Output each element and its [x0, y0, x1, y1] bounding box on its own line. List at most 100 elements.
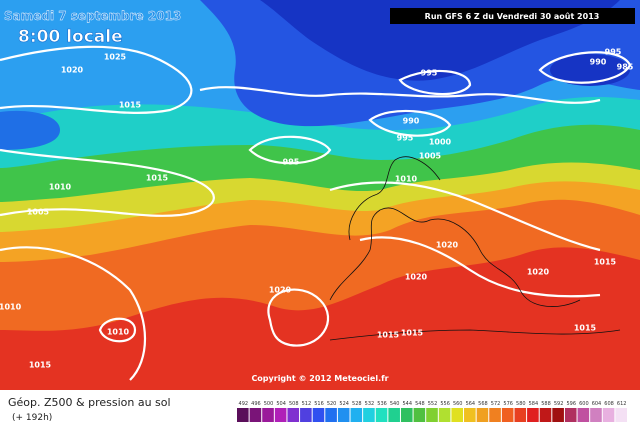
scale-swatch — [552, 408, 564, 422]
isobar-label: 1020 — [527, 268, 550, 277]
isobar-label: 985 — [617, 63, 634, 72]
scale-swatch — [350, 408, 363, 422]
isobar-label: 990 — [403, 117, 420, 126]
scale-label: 504 — [276, 401, 286, 407]
isobar-label: 995 — [605, 48, 622, 57]
map-time: 8:00 locale — [18, 27, 123, 47]
isobar-label: 1015 — [594, 258, 617, 267]
scale-label: 496 — [251, 401, 261, 407]
isobar-label: 1010 — [0, 303, 22, 312]
scale-label: 564 — [466, 401, 476, 407]
scale-label: 584 — [529, 401, 539, 407]
coastlines — [329, 156, 621, 341]
isobar-label: 1010 — [49, 183, 72, 192]
scale-swatch — [375, 408, 388, 422]
scale-swatch — [527, 408, 539, 422]
color-scale: 492 496 500 504 508 512 516 520 524 528 532 536 540 5… — [237, 401, 627, 422]
scale-label: 600 — [579, 401, 589, 407]
scale-label: 592 — [554, 401, 564, 407]
isobar-label: 1010 — [107, 328, 130, 337]
scale-label: 532 — [365, 401, 375, 407]
legend-title: Géop. Z500 & pression au sol — [8, 396, 171, 409]
scale-swatch — [325, 408, 337, 422]
isobar-label: 1020 — [436, 241, 459, 250]
scale-swatch — [400, 408, 413, 422]
scale-label: 556 — [440, 401, 450, 407]
scale-label: 536 — [377, 401, 387, 407]
map-background — [0, 0, 640, 390]
isobar-label: 1015 — [401, 329, 424, 338]
scale-swatch — [489, 408, 501, 422]
scale-label: 548 — [415, 401, 425, 407]
scale-swatch — [501, 408, 514, 422]
scale-swatch — [464, 408, 476, 422]
scale-label: 508 — [289, 401, 299, 407]
scale-label: 552 — [428, 401, 438, 407]
isobar-label: 995 — [421, 69, 438, 78]
isobar-label: 1015 — [146, 174, 169, 183]
scale-label: 612 — [617, 401, 627, 407]
scale-label: 560 — [453, 401, 463, 407]
isobar-label: 1005 — [27, 208, 50, 217]
scale-label: 540 — [390, 401, 400, 407]
scale-swatch — [539, 408, 552, 422]
scale-label: 608 — [604, 401, 614, 407]
scale-swatch — [262, 408, 274, 422]
isobar-label: 1020 — [405, 273, 428, 282]
scale-swatch — [287, 408, 300, 422]
scale-swatch — [615, 408, 627, 422]
scale-swatch — [300, 408, 312, 422]
run-box — [390, 8, 635, 24]
scale-swatch — [337, 408, 350, 422]
scale-swatch — [451, 408, 464, 422]
scale-swatch — [413, 408, 426, 422]
isobar-label: 995 — [397, 134, 414, 143]
scale-swatch — [237, 408, 249, 422]
scale-label: 596 — [566, 401, 576, 407]
scale-swatch — [564, 408, 577, 422]
scale-label: 524 — [339, 401, 349, 407]
scale-swatch — [312, 408, 325, 422]
isobar-label: 1005 — [419, 152, 442, 161]
scale-label: 568 — [478, 401, 488, 407]
scale-label: 492 — [239, 401, 249, 407]
isobar-label: 1025 — [104, 53, 127, 62]
scale-swatch — [274, 408, 287, 422]
scale-label: 500 — [264, 401, 274, 407]
isobar-label: 1015 — [29, 361, 52, 370]
scale-swatch — [388, 408, 400, 422]
isobar-label: 1010 — [395, 175, 418, 184]
scale-label: 580 — [516, 401, 526, 407]
scale-label: 576 — [503, 401, 513, 407]
scale-swatch — [590, 408, 602, 422]
isobar-label: 1020 — [269, 286, 292, 295]
map-date: Samedi 7 septembre 2013 — [4, 9, 181, 23]
scale-swatch — [514, 408, 527, 422]
isobar-label: 995 — [283, 158, 300, 167]
scale-label: 520 — [327, 401, 337, 407]
legend-lead: (+ 192h) — [12, 413, 52, 423]
isobar-label: 1020 — [61, 66, 84, 75]
isobar-lines — [0, 45, 632, 381]
scale-swatch — [426, 408, 438, 422]
copyright: Copyright © 2012 Meteociel.fr — [251, 374, 388, 383]
scale-swatch — [438, 408, 451, 422]
scale-swatch — [577, 408, 590, 422]
scale-label: 588 — [541, 401, 551, 407]
isobar-label: 1015 — [377, 331, 400, 340]
isobar-label: 1015 — [574, 324, 597, 333]
run-info: Run GFS 6 Z du Vendredi 30 août 2013 — [425, 12, 600, 21]
scale-label: 528 — [352, 401, 362, 407]
scale-label: 512 — [302, 401, 312, 407]
scale-swatch — [602, 408, 615, 422]
isobar-label: 1000 — [429, 138, 452, 147]
scale-label: 544 — [403, 401, 413, 407]
scale-label: 604 — [592, 401, 602, 407]
scale-swatch — [476, 408, 489, 422]
scale-swatch — [363, 408, 375, 422]
isobar-label: 1015 — [119, 101, 142, 110]
isobar-label: 990 — [590, 58, 607, 67]
